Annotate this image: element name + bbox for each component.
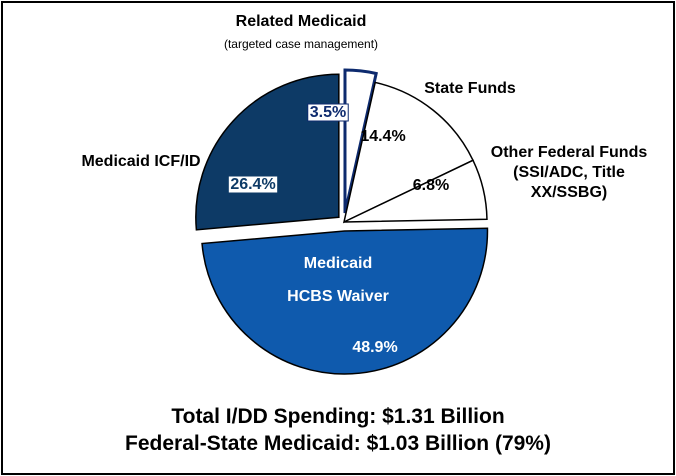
label-other-federal-line-1: Other Federal Funds xyxy=(491,144,648,161)
value-related-medicaid: 3.5% xyxy=(310,104,346,121)
slices-layer xyxy=(195,68,489,375)
labels-layer: Related Medicaid (targeted case managemen… xyxy=(81,13,647,356)
label-icf-id: Medicaid ICF/ID xyxy=(81,153,200,170)
label-related-medicaid: Related Medicaid xyxy=(236,13,367,30)
label-hcbs-line-1: Medicaid xyxy=(304,255,372,272)
pie-chart: Related Medicaid (targeted case managemen… xyxy=(81,13,647,375)
label-hcbs-line-2: HCBS Waiver xyxy=(287,288,389,305)
label-other-federal-line-2: (SSI/ADC, Title xyxy=(513,164,625,181)
value-state-funds: 14.4% xyxy=(360,128,405,145)
label-other-federal-line-3: XX/SSBG) xyxy=(531,184,607,201)
value-hcbs-waiver: 48.9% xyxy=(352,339,397,356)
sublabel-related-medicaid: (targeted case management) xyxy=(224,37,378,51)
value-icf-id-box xyxy=(227,175,279,194)
footer-total-spending: Total I/DD Spending: $1.31 Billion xyxy=(171,405,505,428)
value-related-medicaid-box xyxy=(307,103,349,122)
footer-federal-state-medicaid: Federal-State Medicaid: $1.03 Billion (7… xyxy=(125,432,551,455)
pie-slice-hcbs-waiver xyxy=(201,227,489,375)
pie-slice-state-funds xyxy=(342,81,475,224)
pie-slice-icf-id xyxy=(195,73,340,231)
value-other-federal: 6.8% xyxy=(413,177,449,194)
pie-slice-related-medicaid xyxy=(343,68,378,214)
pie-slice-other-federal xyxy=(343,159,488,223)
label-state-funds: State Funds xyxy=(424,80,516,97)
value-icf-id: 26.4% xyxy=(230,176,275,193)
